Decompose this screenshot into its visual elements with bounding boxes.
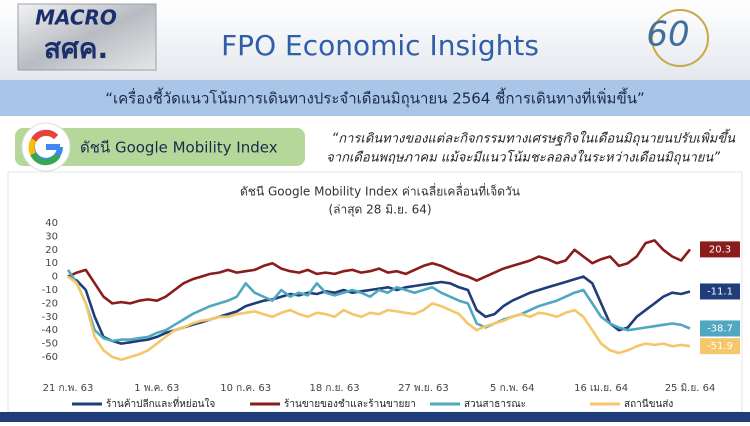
- legend-label: สวนสาธารณะ: [464, 399, 526, 410]
- x-tick-label: 5 ก.พ. 64: [490, 383, 534, 394]
- end-label: -38.7: [707, 323, 733, 334]
- headline: “เครื่องชี้วัดแนวโน้มการเดินทางประจำเดือ…: [105, 88, 644, 109]
- quote-line: จากเดือนพฤษภาคม แม้จะมีแนวโน้มชะลอลงในระ…: [326, 150, 720, 166]
- y-tick-label: -60: [42, 352, 58, 363]
- footer-band: [0, 412, 750, 422]
- end-label-box: [700, 241, 740, 258]
- section-label: ดัชนี Google Mobility Index: [80, 139, 278, 157]
- end-label-box: [700, 338, 740, 355]
- g-logo: [28, 138, 37, 156]
- logo-left: [17, 3, 157, 71]
- headline-band: [0, 80, 750, 116]
- x-tick-label: 25 มิ.ย. 64: [665, 383, 716, 394]
- y-tick-label: 10: [45, 258, 58, 269]
- quote-line: “การเดินทางของแต่ละกิจกรรมทางเศรษฐกิจในเ…: [332, 129, 737, 147]
- header-title: FPO Economic Insights: [221, 29, 539, 62]
- y-tick-label: 0: [52, 272, 58, 283]
- end-label-box: [700, 320, 740, 337]
- y-tick-label: -30: [42, 312, 58, 323]
- g-logo: [31, 129, 59, 142]
- x-tick-label: 27 พ.ย. 63: [398, 383, 449, 394]
- series-line: [66, 269, 691, 343]
- x-tick-label: 1 พ.ค. 63: [134, 383, 179, 394]
- chart-subtitle: (ล่าสุด 28 มิ.ย. 64): [328, 203, 431, 218]
- y-tick-label: 20: [45, 245, 58, 256]
- logo-right-ring: [651, 9, 709, 67]
- chart-title: ดัชนี Google Mobility Index ค่าเฉลี่ยเคล…: [240, 183, 520, 199]
- x-tick-label: 18 ก.ย. 63: [310, 383, 360, 394]
- x-tick-label: 21 ก.พ. 63: [43, 383, 94, 394]
- y-tick-label: -40: [42, 325, 58, 336]
- g-logo: [30, 152, 61, 166]
- x-tick-label: 10 ก.ค. 63: [220, 383, 271, 394]
- y-tick-label: -50: [42, 339, 58, 350]
- logo-text: MACRO: [35, 6, 117, 30]
- series-line: [67, 239, 692, 305]
- section-label-box: [15, 128, 305, 166]
- legend-label: ร้านค้าปลีกและที่หย่อนใจ: [106, 396, 215, 410]
- end-label: 20.3: [709, 244, 731, 255]
- y-tick-label: -10: [42, 285, 58, 296]
- end-label: -11.1: [707, 286, 733, 297]
- x-tick-label: 16 เม.ย. 64: [574, 383, 628, 394]
- end-label-box: [700, 283, 740, 300]
- y-tick-label: -20: [42, 298, 58, 309]
- legend-label: สถานีขนส่ง: [624, 398, 673, 410]
- logo-text: สศค.: [44, 32, 108, 65]
- series-line: [67, 275, 691, 361]
- legend-label: ร้านขายของชำและร้านขายยา: [284, 398, 416, 410]
- y-tick-label: 40: [45, 218, 58, 229]
- logo-right-text: 60: [646, 15, 689, 55]
- y-tick-label: 30: [45, 231, 58, 242]
- end-label: -51.9: [707, 341, 733, 352]
